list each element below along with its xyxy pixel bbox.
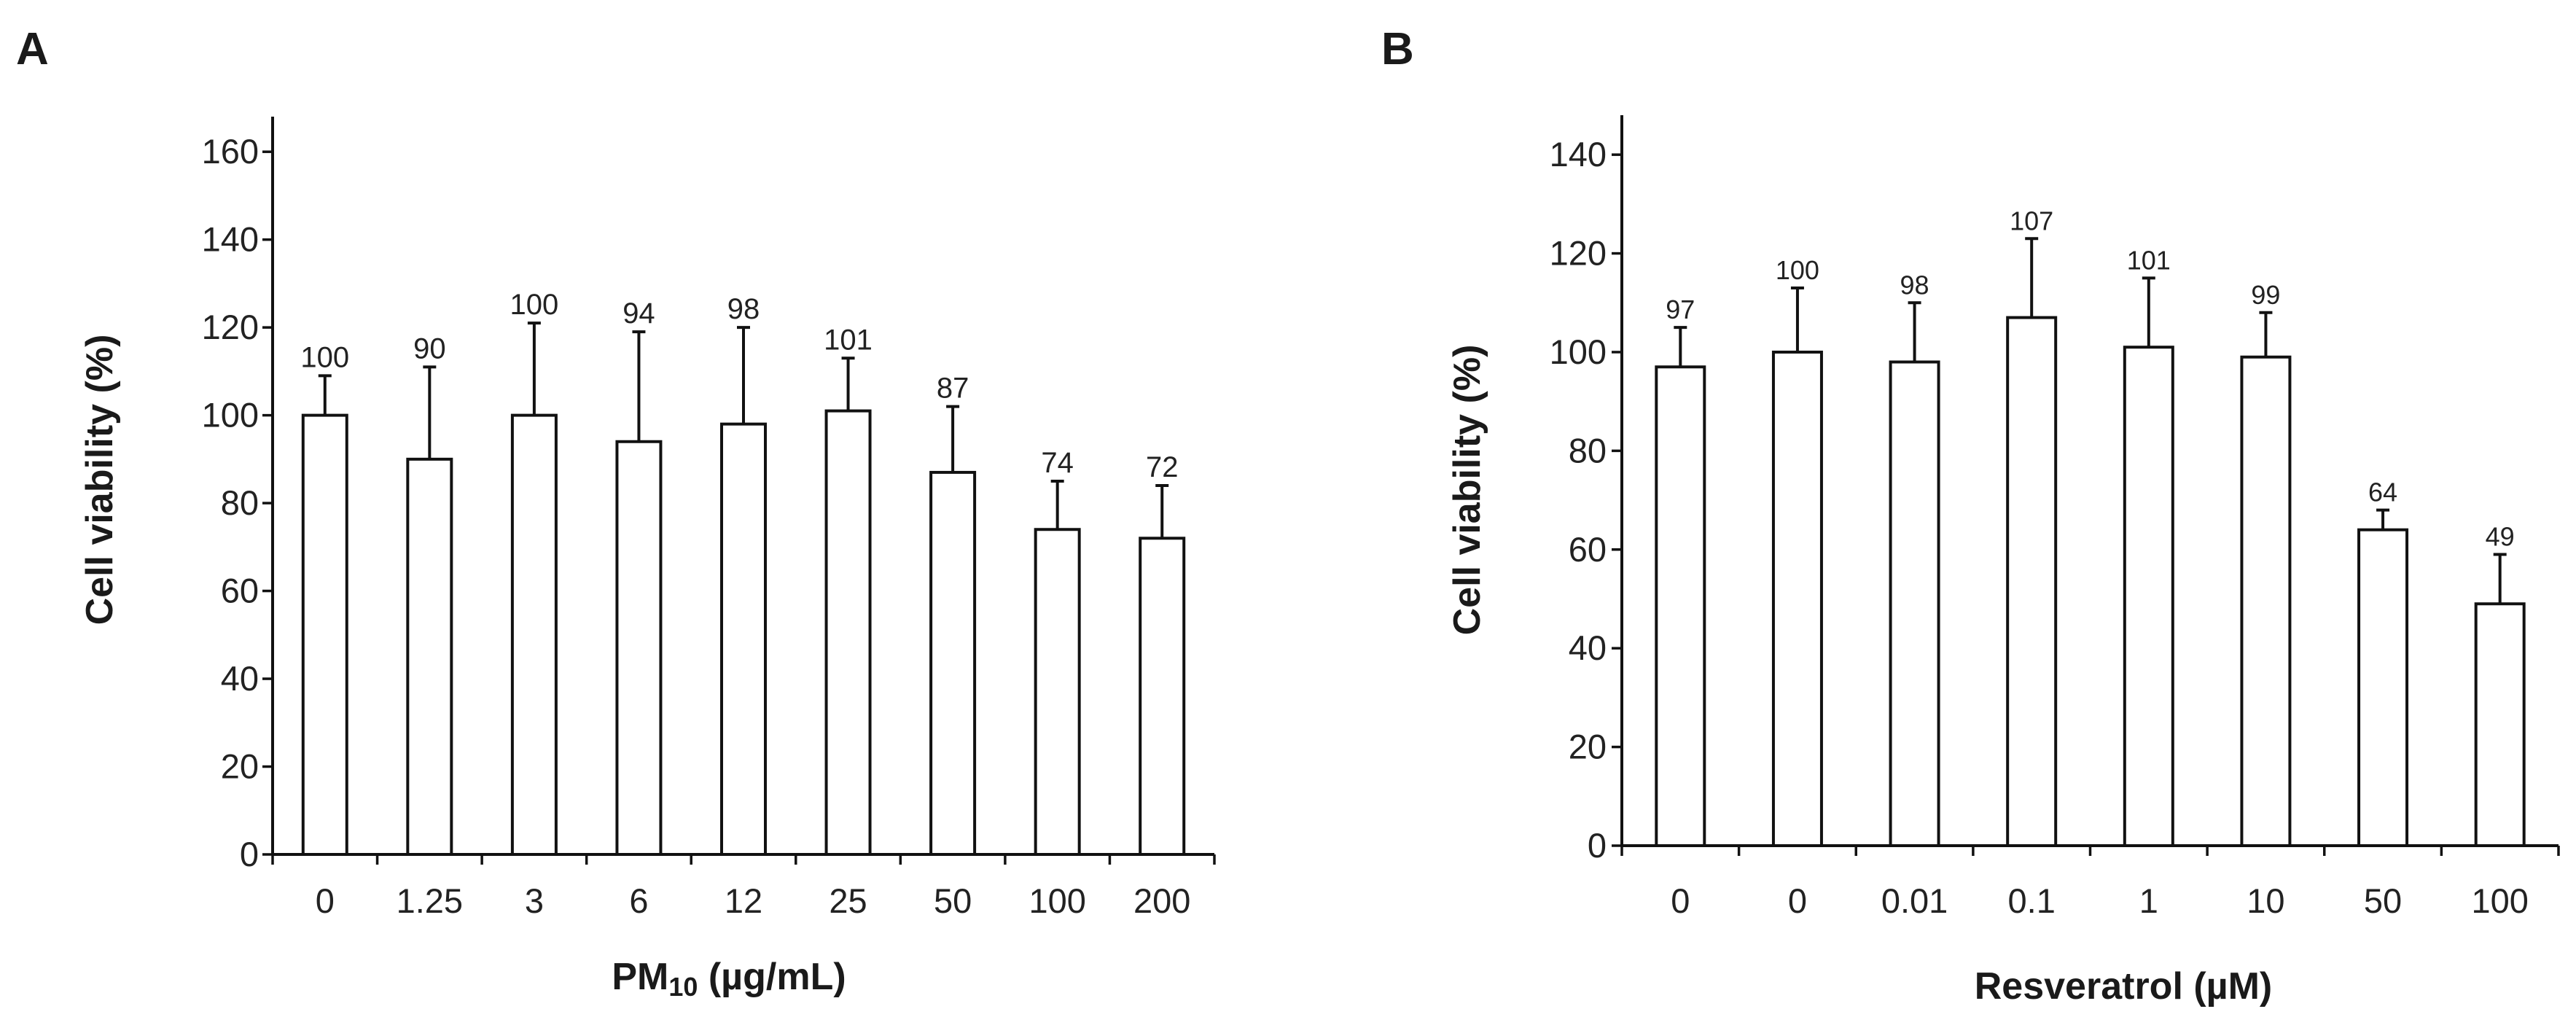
panel-a-y-tick-label: 100	[202, 396, 259, 435]
panel-a-x-axis-title-subscript: 10	[668, 972, 698, 1002]
panel-b-x-axis-title: Resveratrol (µM)	[1975, 965, 2273, 1008]
panel-a-data-label: 100	[510, 289, 559, 321]
panel-b-x-tick-label: 100	[2471, 881, 2528, 920]
panel-b-x-tick-label: 0.1	[2008, 881, 2056, 920]
panel-b-bar	[2474, 602, 2526, 848]
panel-a-bar	[301, 413, 348, 856]
panel-b-x-tick-label: 50	[2364, 881, 2402, 920]
panel-b-chart: B Cell viability (%) Resveratrol (µM) 0 2…	[1381, 24, 2560, 1008]
panel-a-x-tick-label: 25	[829, 881, 867, 920]
panel-b-y-ticks: 0 20 40 60 80 100 120 140	[1550, 135, 1622, 865]
panel-b-y-tick-label: 40	[1569, 628, 1607, 667]
panel-a-data-label: 74	[1041, 447, 1074, 479]
panel-a-x-tick-label: 100	[1029, 881, 1085, 920]
panel-b-data-label: 97	[1666, 295, 1695, 324]
panel-b-bar	[2240, 355, 2292, 848]
panel-b-y-tick-label: 120	[1550, 234, 1607, 273]
panel-a-bar	[615, 440, 663, 856]
panel-a-y-tick-label: 20	[221, 747, 259, 786]
panel-a-x-tick-label: 200	[1133, 881, 1190, 920]
panel-a-letter: A	[16, 24, 49, 74]
panel-a-data-label: 87	[937, 373, 969, 405]
panel-b-x-tick-label: 0.01	[1881, 881, 1948, 920]
panel-b-y-tick-label: 60	[1569, 530, 1607, 569]
panel-a-data-label: 94	[622, 297, 655, 330]
panel-b-y-axis-title: Cell viability (%)	[1446, 345, 1488, 636]
panel-b-y-tick-label: 0	[1588, 826, 1607, 865]
panel-a-x-ticks: 0 1.25 3 6 12 25 50 100 200	[271, 854, 1216, 920]
panel-a-y-ticks: 0 20 40 60 80 100 120 140 160	[202, 132, 273, 873]
panel-a-y-tick-label: 0	[240, 835, 259, 873]
panel-a-x-axis-title-main: PM	[612, 956, 668, 998]
panel-b-data-label: 99	[2251, 280, 2280, 310]
panel-b-bar	[1889, 360, 1940, 848]
panel-a-x-tick-label: 50	[934, 881, 972, 920]
panel-a-y-tick-label: 60	[221, 572, 259, 610]
panel-b-x-tick-label: 1	[2139, 881, 2158, 920]
panel-b-data-label: 49	[2486, 522, 2515, 552]
panel-a-x-tick-label: 3	[525, 881, 544, 920]
panel-b-y-tick-label: 100	[1550, 332, 1607, 371]
panel-b-x-tick-label: 0	[1671, 881, 1690, 920]
panel-a-x-axis-title: PM10 (µg/mL)	[612, 956, 846, 1002]
panel-a-data-label: 90	[413, 332, 446, 365]
panel-a-bar	[720, 422, 767, 856]
panel-b-x-ticks: 0 0 0.01 0.1 1 10 50 100	[1620, 846, 2560, 920]
panel-a-bar	[406, 457, 453, 856]
panel-a-x-tick-label: 1.25	[397, 881, 463, 920]
panel-b-bar	[2357, 528, 2409, 847]
panel-a-data-label: 72	[1146, 451, 1179, 483]
panel-b-y-tick-label: 20	[1569, 728, 1607, 766]
panel-a-y-tick-label: 160	[202, 132, 259, 171]
panel-a-bar	[1034, 528, 1081, 856]
panel-b-data-label: 107	[2010, 206, 2053, 235]
panel-a-y-tick-label: 120	[202, 308, 259, 346]
panel-a-data-label: 100	[300, 341, 349, 373]
panel-b-axes	[1620, 115, 2559, 847]
panel-a-data-label: 101	[824, 324, 873, 356]
panel-b-data-label: 101	[2127, 245, 2171, 275]
panel-a-bars	[301, 409, 1186, 856]
panel-b-bar	[2123, 346, 2174, 847]
panel-b-bars	[1655, 316, 2526, 848]
panel-b-data-labels: 97 100 98 107 101 99 64 49	[1666, 206, 2514, 551]
panel-b-y-tick-label: 80	[1569, 431, 1607, 469]
panel-a-error-bars	[318, 322, 1169, 539]
panel-a-y-tick-label: 40	[221, 659, 259, 698]
panel-b-data-label: 100	[1776, 255, 1819, 285]
panel-a-x-axis-title-unit: (µg/mL)	[698, 956, 846, 998]
panel-b-x-tick-label: 10	[2247, 881, 2284, 920]
panel-a-chart: A Cell viability (%) PM10 (µg/mL) 0 20 40 6…	[16, 24, 1216, 1002]
panel-b-y-tick-label: 140	[1550, 135, 1607, 174]
panel-b-data-label: 98	[1900, 270, 1929, 300]
panel-b-letter: B	[1381, 24, 1414, 74]
panel-b-bar	[1655, 365, 1706, 847]
panel-b-x-tick-label: 0	[1788, 881, 1807, 920]
panel-b-error-bars	[1674, 237, 2507, 604]
panel-a-bar	[929, 470, 977, 856]
panel-a-x-tick-label: 6	[629, 881, 648, 920]
panel-a-data-labels: 100 90 100 94 98 101 87 74 72	[300, 289, 1178, 483]
panel-a-x-tick-label: 12	[725, 881, 762, 920]
panel-a-y-axis-title: Cell viability (%)	[79, 335, 121, 626]
panel-a-x-tick-label: 0	[316, 881, 335, 920]
panel-a-bar	[1139, 537, 1186, 856]
panel-b-data-label: 64	[2368, 478, 2397, 507]
panel-b-bar	[1771, 350, 1823, 847]
panel-a-data-label: 98	[727, 293, 760, 325]
panel-b-bar	[2006, 316, 2058, 848]
panel-a-y-tick-label: 80	[221, 483, 259, 522]
panel-a-y-tick-label: 140	[202, 220, 259, 259]
panel-a-bar	[510, 413, 558, 856]
panel-a-bar	[824, 409, 872, 856]
